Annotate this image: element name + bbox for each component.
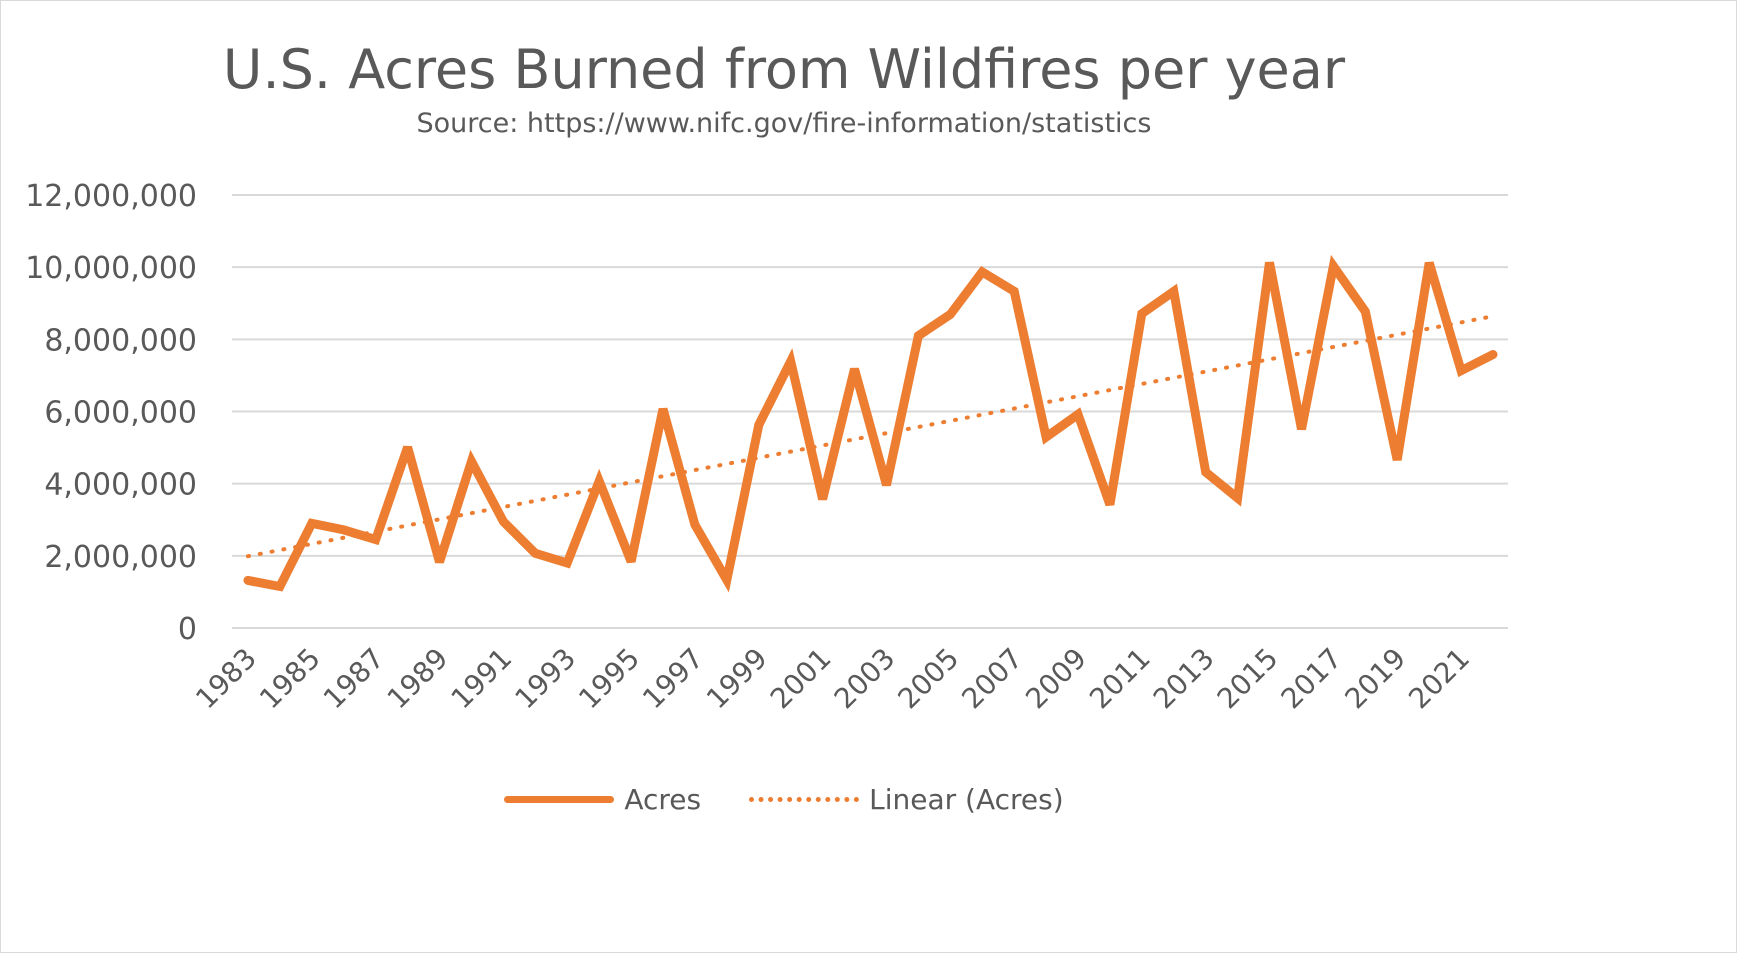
y-tick-label: 6,000,000 (44, 396, 197, 431)
chart-subtitle: Source: https://www.nifc.gov/fire-inform… (416, 108, 1152, 139)
y-tick-label: 2,000,000 (44, 540, 197, 575)
legend-item-linear: Linear (Acres) (749, 783, 1064, 816)
x-tick-label: 2015 (1211, 642, 1285, 716)
x-tick-label: 1985 (253, 642, 327, 716)
chart-title: U.S. Acres Burned from Wildfires per yea… (222, 38, 1346, 101)
x-tick-label: 2003 (828, 642, 902, 716)
x-tick-label: 1997 (636, 642, 710, 716)
y-tick-label: 0 (178, 612, 197, 647)
x-tick-label: 1999 (700, 642, 774, 716)
series-group (243, 254, 1498, 593)
x-tick-label: 2011 (1083, 642, 1157, 716)
x-tick-label: 1993 (508, 642, 582, 716)
legend-swatch-acres (504, 795, 615, 803)
x-tick-label: 1987 (317, 642, 391, 716)
x-axis-ticks: 1983198519871989199119931995199719992001… (189, 642, 1476, 716)
x-tick-label: 2007 (955, 642, 1029, 716)
legend-label-linear: Linear (Acres) (869, 782, 1064, 816)
x-tick-label: 2021 (1402, 642, 1476, 716)
y-tick-label: 12,000,000 (25, 179, 197, 214)
series-line-acres (243, 254, 1498, 593)
x-tick-label: 2005 (892, 642, 966, 716)
legend: Acres Linear (Acres) (0, 775, 1568, 823)
x-tick-label: 2001 (764, 642, 838, 716)
y-axis-ticks: 0 2,000,000 4,000,000 6,000,000 8,000,000 10,… (25, 179, 197, 647)
legend-label-acres: Acres (624, 782, 702, 816)
x-tick-label: 1989 (381, 642, 455, 716)
legend-swatch-linear (749, 796, 860, 802)
x-tick-label: 1983 (189, 642, 263, 716)
legend-item-acres: Acres (504, 783, 701, 816)
y-tick-label: 4,000,000 (44, 468, 197, 503)
x-tick-label: 2017 (1275, 642, 1349, 716)
x-tick-label: 1991 (445, 642, 519, 716)
y-tick-label: 8,000,000 (44, 323, 197, 358)
x-tick-label: 2009 (1019, 642, 1093, 716)
x-tick-label: 1995 (572, 642, 646, 716)
x-tick-label: 2019 (1338, 642, 1412, 716)
y-tick-label: 10,000,000 (25, 251, 197, 286)
x-tick-label: 2013 (1147, 642, 1221, 716)
